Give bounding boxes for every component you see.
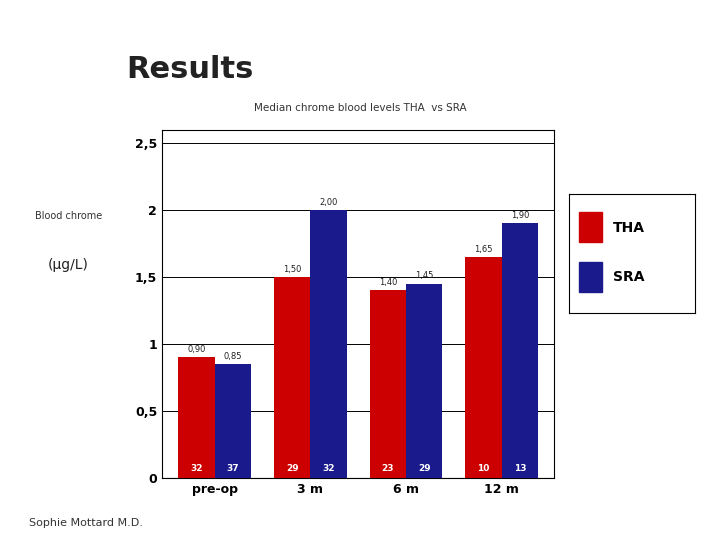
Text: (μg/L): (μg/L) <box>48 258 89 272</box>
Bar <box>579 212 602 242</box>
Text: 1,90: 1,90 <box>510 211 529 220</box>
Text: 23: 23 <box>382 463 394 472</box>
Text: 10: 10 <box>477 463 490 472</box>
Text: Blood ions in metal-on-metal bearing surfaces: Blood ions in metal-on-metal bearing sur… <box>138 17 379 27</box>
Text: Sophie Mottard M.D.: Sophie Mottard M.D. <box>29 518 143 529</box>
Bar <box>502 224 538 478</box>
Bar <box>465 257 502 478</box>
Text: 1,45: 1,45 <box>415 271 433 280</box>
Bar <box>179 357 215 478</box>
Text: 29: 29 <box>286 463 299 472</box>
Bar <box>579 262 602 292</box>
Text: Results: Results <box>126 55 253 84</box>
Text: 0,85: 0,85 <box>224 352 242 361</box>
Bar <box>369 291 406 478</box>
Text: 0,90: 0,90 <box>187 345 206 354</box>
Text: 37: 37 <box>227 463 239 472</box>
Text: 1,65: 1,65 <box>474 245 492 253</box>
Text: 2,00: 2,00 <box>320 198 338 207</box>
Text: 1,50: 1,50 <box>283 265 302 274</box>
Text: 32: 32 <box>190 463 203 472</box>
Text: 29: 29 <box>418 463 431 472</box>
Text: 13: 13 <box>513 463 526 472</box>
Text: 32: 32 <box>323 463 335 472</box>
Bar <box>406 284 442 478</box>
Text: Median chrome blood levels THA  vs SRA: Median chrome blood levels THA vs SRA <box>253 103 467 113</box>
Bar <box>274 277 310 478</box>
Text: SRA: SRA <box>613 270 644 284</box>
Bar <box>215 364 251 478</box>
Text: 1,40: 1,40 <box>379 278 397 287</box>
Text: THA: THA <box>613 221 645 235</box>
Text: Blood chrome: Blood chrome <box>35 211 102 221</box>
Bar <box>310 210 347 478</box>
